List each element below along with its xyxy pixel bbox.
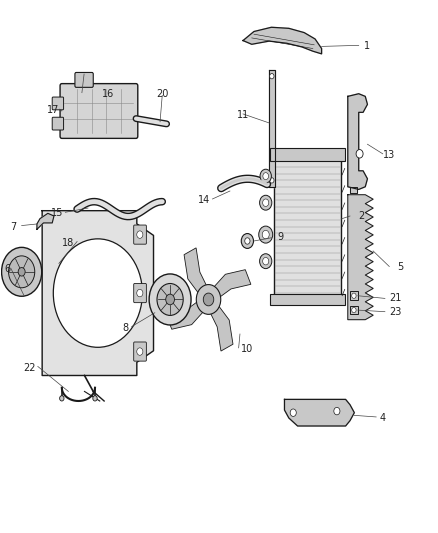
Circle shape — [149, 274, 191, 325]
Text: 8: 8 — [122, 322, 128, 333]
Polygon shape — [243, 27, 321, 54]
FancyBboxPatch shape — [270, 294, 345, 305]
FancyBboxPatch shape — [270, 148, 345, 161]
Polygon shape — [207, 270, 251, 304]
Text: 16: 16 — [102, 88, 114, 99]
Circle shape — [241, 233, 254, 248]
Circle shape — [245, 238, 250, 244]
Text: 18: 18 — [62, 238, 74, 247]
Circle shape — [137, 289, 143, 297]
Circle shape — [260, 169, 272, 183]
Text: 4: 4 — [380, 413, 386, 423]
Text: 1: 1 — [364, 41, 371, 51]
FancyBboxPatch shape — [60, 84, 138, 139]
Polygon shape — [205, 297, 233, 351]
FancyBboxPatch shape — [75, 72, 93, 87]
Circle shape — [196, 285, 221, 314]
Circle shape — [9, 256, 35, 288]
Circle shape — [53, 239, 142, 348]
Polygon shape — [348, 195, 373, 320]
Circle shape — [263, 257, 269, 265]
Circle shape — [203, 293, 214, 306]
Circle shape — [352, 308, 356, 313]
Circle shape — [18, 268, 25, 276]
Circle shape — [263, 199, 269, 206]
Circle shape — [356, 150, 363, 158]
Circle shape — [260, 254, 272, 269]
Text: 6: 6 — [4, 264, 11, 274]
FancyBboxPatch shape — [134, 342, 146, 361]
Polygon shape — [42, 211, 153, 375]
Polygon shape — [37, 213, 54, 229]
Text: 14: 14 — [198, 195, 210, 205]
Circle shape — [93, 395, 97, 401]
Circle shape — [334, 407, 340, 415]
FancyBboxPatch shape — [134, 225, 146, 244]
FancyBboxPatch shape — [134, 284, 146, 303]
FancyBboxPatch shape — [350, 306, 358, 314]
Circle shape — [157, 284, 183, 316]
Polygon shape — [269, 70, 275, 187]
Polygon shape — [350, 187, 357, 193]
Text: 9: 9 — [277, 232, 283, 243]
Text: 13: 13 — [383, 150, 396, 160]
Text: 17: 17 — [47, 104, 59, 115]
Text: 11: 11 — [237, 110, 249, 120]
Polygon shape — [184, 248, 212, 302]
Text: 20: 20 — [156, 88, 169, 99]
Circle shape — [263, 173, 268, 180]
Circle shape — [262, 230, 269, 239]
FancyBboxPatch shape — [350, 292, 358, 300]
Circle shape — [137, 348, 143, 356]
FancyBboxPatch shape — [274, 150, 341, 304]
Circle shape — [60, 395, 64, 401]
Circle shape — [2, 247, 42, 296]
Text: 15: 15 — [51, 208, 64, 219]
Circle shape — [270, 177, 274, 183]
Polygon shape — [285, 399, 354, 426]
Text: 10: 10 — [241, 344, 254, 354]
Circle shape — [260, 195, 272, 210]
FancyBboxPatch shape — [52, 97, 64, 110]
Circle shape — [270, 74, 274, 79]
Circle shape — [137, 231, 143, 238]
Text: 2: 2 — [358, 211, 364, 221]
Polygon shape — [166, 295, 210, 329]
Circle shape — [259, 226, 273, 243]
Text: 21: 21 — [390, 293, 402, 303]
Text: 7: 7 — [11, 222, 17, 232]
Circle shape — [290, 409, 296, 416]
Text: 23: 23 — [390, 306, 402, 317]
FancyBboxPatch shape — [52, 117, 64, 130]
Polygon shape — [348, 94, 367, 189]
Text: 5: 5 — [397, 262, 403, 271]
Circle shape — [166, 294, 174, 305]
Text: 22: 22 — [23, 362, 35, 373]
Circle shape — [352, 293, 356, 298]
